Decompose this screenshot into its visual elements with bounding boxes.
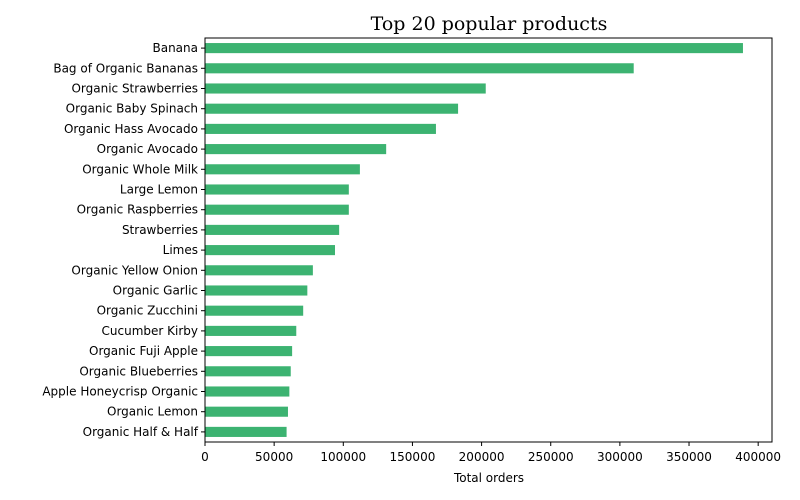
y-tick-labels: Banana Bag of Organic Bananas Organic Stra… (42, 41, 205, 439)
bar (205, 426, 287, 437)
y-tick-label: Apple Honeycrisp Organic (42, 385, 198, 399)
y-tick-label: Organic Fuji Apple (89, 344, 198, 358)
y-tick-label: Organic Strawberries (71, 82, 198, 96)
bar (205, 366, 291, 377)
y-tick-label: Banana (152, 41, 198, 55)
y-tick-label: Organic Lemon (107, 405, 198, 419)
bar (205, 325, 297, 336)
y-tick-label: Organic Hass Avocado (64, 122, 198, 136)
x-tick-label: 150000 (390, 450, 436, 464)
bar (205, 346, 293, 357)
y-tick-label: Organic Raspberries (77, 203, 198, 217)
axes-frame (204, 37, 773, 443)
plot-frame (204, 37, 773, 443)
bar (205, 144, 387, 155)
y-tick-label: Organic Whole Milk (82, 162, 198, 176)
bar (205, 103, 459, 114)
bar (205, 63, 634, 74)
y-tick-label: Organic Zucchini (97, 304, 198, 318)
bar (205, 285, 308, 296)
bar (205, 305, 304, 316)
x-tick-label: 250000 (528, 450, 574, 464)
y-tick-label: Organic Avocado (97, 142, 198, 156)
x-tick-label: 50000 (255, 450, 293, 464)
bar (205, 386, 290, 397)
y-tick-label: Large Lemon (120, 183, 198, 197)
x-tick-label: 350000 (666, 450, 712, 464)
y-tick-label: Organic Blueberries (79, 364, 198, 378)
chart-title: Top 20 popular products (371, 13, 608, 35)
x-axis-ticks: 0 50000 100000 150000 200000 250000 300000 3500… (201, 442, 781, 464)
x-axis-title: Total orders (453, 471, 524, 485)
y-tick-label: Organic Yellow Onion (71, 263, 198, 277)
x-tick-label: 400000 (735, 450, 781, 464)
bar (205, 406, 288, 417)
bars-layer (205, 43, 743, 437)
bar (205, 265, 313, 276)
bar (205, 164, 360, 175)
y-tick-label: Organic Half & Half (83, 425, 199, 439)
bar (205, 83, 486, 94)
bar (205, 245, 335, 256)
y-tick-label: Cucumber Kirby (102, 324, 198, 338)
x-tick-label: 100000 (320, 450, 366, 464)
x-tick-label: 300000 (597, 450, 643, 464)
y-tick-label: Bag of Organic Bananas (53, 61, 198, 75)
bar (205, 224, 340, 235)
x-tick-label: 200000 (459, 450, 505, 464)
y-tick-label: Strawberries (122, 223, 198, 237)
y-tick-label: Limes (163, 243, 198, 257)
bar (205, 123, 436, 134)
y-tick-label: Organic Garlic (113, 284, 198, 298)
y-tick-label: Organic Baby Spinach (66, 102, 198, 116)
bar (205, 184, 349, 195)
bar (205, 43, 743, 54)
bar (205, 204, 349, 215)
x-tick-label: 0 (201, 450, 209, 464)
